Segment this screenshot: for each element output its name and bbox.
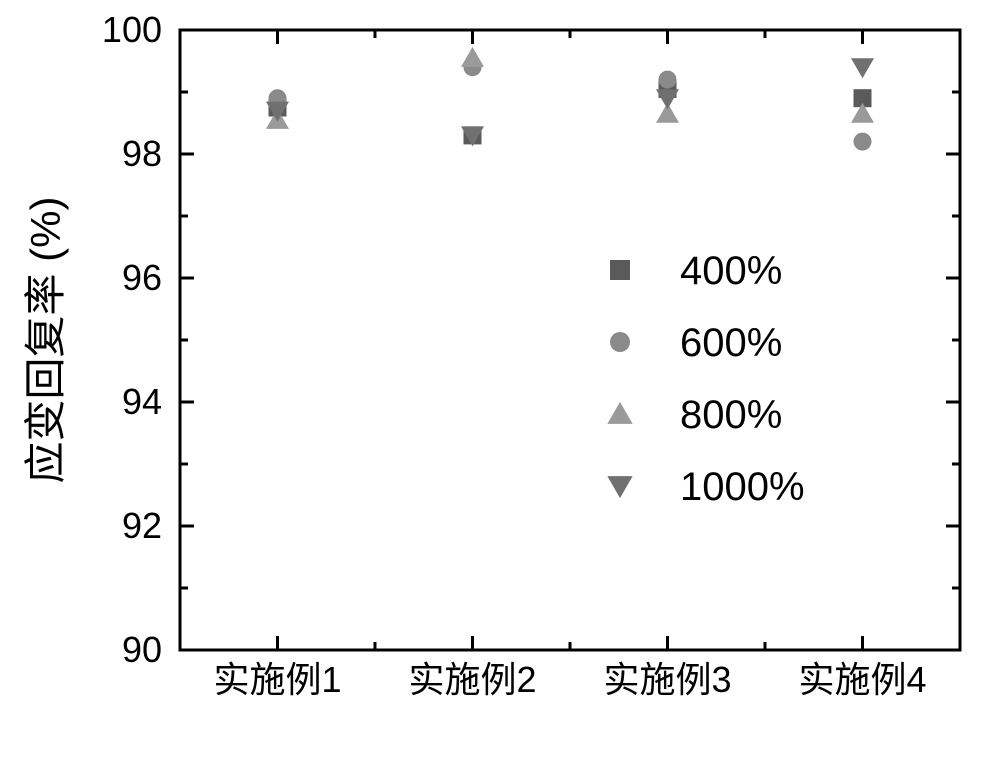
legend-label: 800%: [680, 393, 782, 437]
legend-label: 1000%: [680, 465, 805, 509]
x-tick-label: 实施例4: [798, 659, 926, 700]
x-tick-label: 实施例2: [408, 659, 536, 700]
plot-border: [180, 30, 960, 650]
legend-marker: [610, 260, 630, 280]
y-axis-label: 应变回复率 (%): [22, 197, 69, 484]
data-point: [854, 133, 872, 151]
x-tick-label: 实施例3: [603, 659, 731, 700]
legend-marker: [607, 402, 632, 424]
y-tick-label: 96: [122, 257, 162, 298]
legend-marker: [607, 476, 632, 498]
y-tick-label: 94: [122, 381, 162, 422]
y-tick-label: 90: [122, 629, 162, 670]
data-point: [851, 58, 874, 78]
y-tick-label: 98: [122, 133, 162, 174]
scatter-chart: 90 92 94 96 98 100 实施例1 实施例2 实施例3 实施例4 应变回复率 (%) 40…: [0, 0, 1000, 757]
legend-label: 600%: [680, 321, 782, 365]
legend-label: 400%: [680, 249, 782, 293]
y-tick-label: 92: [122, 505, 162, 546]
y-tick-label: 100: [102, 9, 162, 50]
legend-marker: [610, 332, 630, 352]
data-point: [656, 89, 679, 109]
data-point: [659, 71, 677, 89]
chart-svg: 90 92 94 96 98 100 实施例1 实施例2 实施例3 实施例4 应变回复率 (%) 40…: [0, 0, 1000, 757]
x-tick-label: 实施例1: [213, 659, 341, 700]
data-point: [461, 47, 484, 67]
